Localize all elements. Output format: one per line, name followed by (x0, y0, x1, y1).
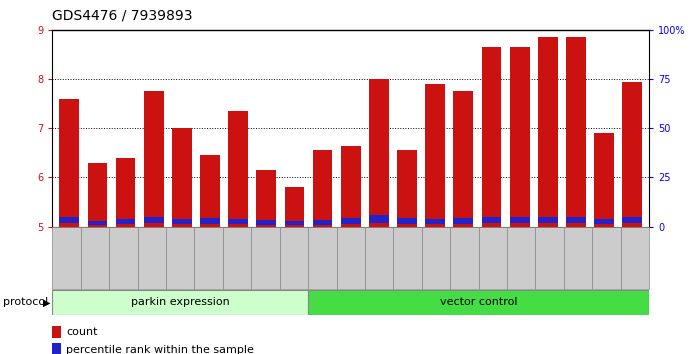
Text: ▶: ▶ (43, 297, 51, 307)
FancyBboxPatch shape (52, 290, 308, 315)
Bar (454, 218, 473, 224)
Bar (116, 158, 135, 227)
Bar (285, 187, 304, 227)
Bar (538, 38, 558, 227)
Bar (341, 145, 361, 227)
Text: percentile rank within the sample: percentile rank within the sample (66, 345, 254, 354)
Bar (256, 220, 276, 224)
Bar (172, 219, 192, 224)
Bar (52, 326, 61, 338)
Bar (59, 217, 79, 223)
Bar (397, 218, 417, 224)
Bar (256, 170, 276, 227)
Bar (87, 163, 107, 227)
Bar (313, 220, 332, 224)
Bar (87, 221, 107, 224)
Bar (144, 91, 163, 227)
Bar (566, 38, 586, 227)
Bar (623, 82, 642, 227)
Bar (59, 99, 79, 227)
Bar (425, 84, 445, 227)
Text: count: count (66, 327, 98, 337)
Bar (52, 343, 61, 354)
Bar (566, 217, 586, 223)
Bar (172, 128, 192, 227)
Bar (116, 219, 135, 224)
Bar (454, 91, 473, 227)
Bar (144, 217, 163, 223)
Text: vector control: vector control (440, 297, 517, 307)
Bar (594, 219, 614, 224)
Bar (594, 133, 614, 227)
Text: parkin expression: parkin expression (131, 297, 230, 307)
Bar (510, 47, 530, 227)
Bar (228, 219, 248, 224)
Bar (369, 215, 389, 223)
Text: GDS4476 / 7939893: GDS4476 / 7939893 (52, 9, 193, 23)
Bar (482, 47, 501, 227)
FancyBboxPatch shape (308, 290, 649, 315)
Bar (425, 219, 445, 224)
Bar (397, 150, 417, 227)
Bar (228, 111, 248, 227)
Bar (341, 218, 361, 224)
Bar (200, 218, 220, 224)
Bar (369, 79, 389, 227)
Text: protocol: protocol (3, 297, 49, 307)
Bar (538, 217, 558, 223)
Bar (510, 217, 530, 223)
Bar (200, 155, 220, 227)
Bar (285, 221, 304, 224)
Bar (482, 217, 501, 223)
Bar (313, 150, 332, 227)
Bar (623, 217, 642, 223)
